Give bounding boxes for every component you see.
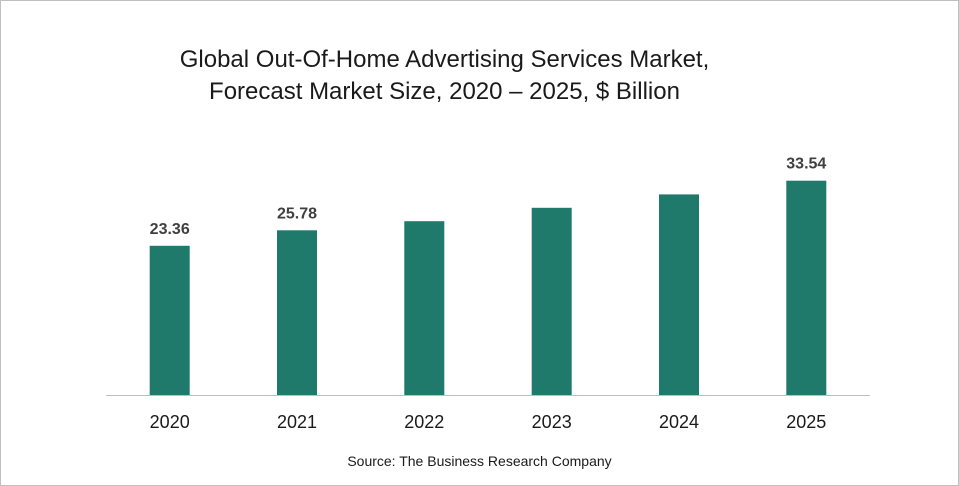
- x-tick-label-2024: 2024: [659, 412, 699, 432]
- chart-title: Global Out-Of-Home Advertising Services …: [0, 44, 889, 108]
- bar-2025: [786, 180, 827, 395]
- x-tick-label-2023: 2023: [532, 412, 572, 432]
- chart-title-line-2: Forecast Market Size, 2020 – 2025, $ Bil…: [209, 78, 680, 105]
- x-tick-label-2022: 2022: [404, 412, 444, 432]
- bar-2021: [277, 230, 317, 395]
- bar-2020: [149, 245, 190, 395]
- data-label-2020: 23.36: [150, 221, 190, 238]
- data-label-2021: 25.78: [277, 205, 317, 222]
- bar-2024: [659, 194, 699, 395]
- bar-2022: [404, 221, 445, 395]
- chart-title-line-1: Global Out-Of-Home Advertising Services …: [179, 46, 710, 73]
- x-tick-label-2021: 2021: [277, 412, 317, 432]
- x-tick-label-2025: 2025: [786, 412, 826, 432]
- bar-2023: [531, 207, 572, 395]
- x-tick-label-2020: 2020: [150, 412, 190, 432]
- data-label-2025: 33.54: [786, 156, 826, 173]
- chart-source: Source: The Business Research Company: [347, 453, 612, 469]
